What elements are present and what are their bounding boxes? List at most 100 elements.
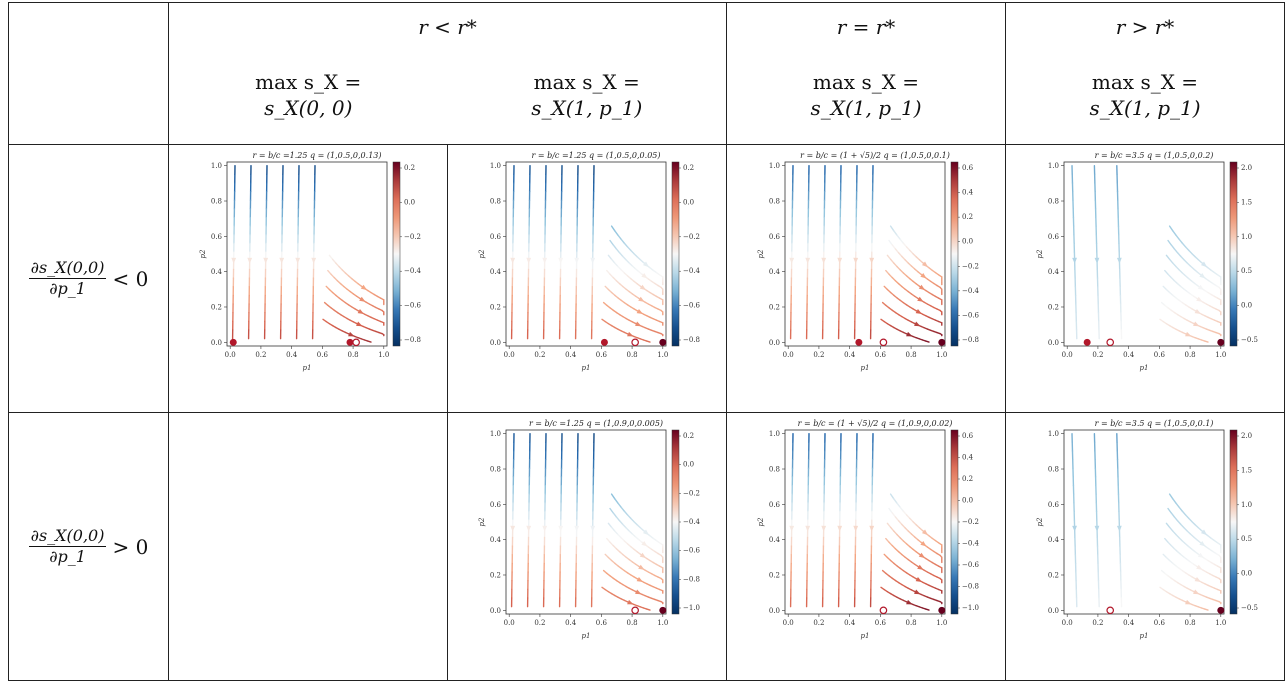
header-label-r-greater: r > r* xyxy=(1115,15,1175,39)
unstable-fixed-point xyxy=(352,338,360,346)
flow-arrow xyxy=(1197,284,1205,290)
flow-arrow xyxy=(918,552,926,558)
colorbar-tick-label: −0.4 xyxy=(404,267,422,275)
colorbar-tick-label: 0.5 xyxy=(1241,267,1252,275)
x-tick-label: 0.8 xyxy=(348,351,359,359)
y-tick-label: 0.6 xyxy=(769,500,781,508)
x-tick-label: 0.6 xyxy=(875,619,887,627)
flow-arrow xyxy=(1193,321,1200,326)
y-tick-label: 0.8 xyxy=(490,465,501,473)
x-tick-label: 0.8 xyxy=(627,351,638,359)
flow-arrow xyxy=(915,576,923,582)
y-tick-label: 0.6 xyxy=(490,500,502,508)
colorbar-tick-label: −0.8 xyxy=(962,582,979,590)
colorbar-tick-label: −0.2 xyxy=(404,232,421,240)
flow-arrow xyxy=(263,257,269,264)
flow-arrow xyxy=(356,321,363,326)
flow-arrow xyxy=(574,257,580,264)
flow-arrow xyxy=(920,272,927,279)
flow-arrow xyxy=(638,296,645,302)
colorbar-tick-label: −0.6 xyxy=(404,301,422,309)
header-sub-1: max s_X = s_X(0, 0) xyxy=(255,70,362,120)
x-tick-label: 0.2 xyxy=(255,351,266,359)
y-tick-label: 1.0 xyxy=(211,162,222,170)
x-axis-label: p1 xyxy=(1140,364,1149,372)
colorbar-tick-label: −0.8 xyxy=(962,336,979,344)
x-axis-label: p1 xyxy=(582,364,591,372)
unstable-fixed-point xyxy=(879,606,888,614)
header-sub-4: max s_X = s_X(1, p_1) xyxy=(1089,70,1201,120)
y-tick-label: 0.4 xyxy=(490,536,502,544)
streamlines xyxy=(1071,432,1225,614)
x-tick-label: 0.0 xyxy=(504,619,515,627)
stable-fixed-point xyxy=(659,338,667,346)
row-negative: ∂s_X(0,0) ∂p_1 < 0 r = b/c =1.25 q = (1,0.… xyxy=(8,144,1285,413)
flow-arrow xyxy=(636,576,644,582)
plot-title: r = b/c = (1 + √5)/2 q = (1,0.5,0,0.1) xyxy=(800,151,950,160)
x-tick-label: 1.0 xyxy=(657,351,668,359)
flow-arrow xyxy=(639,284,647,290)
flow-arrow xyxy=(542,525,548,532)
colorbar-tick-label: 0.6 xyxy=(962,432,974,440)
flow-arrow xyxy=(348,331,355,336)
colorbar-tick-label: 0.4 xyxy=(962,188,974,196)
flow-arrow xyxy=(837,525,843,532)
colorbar-tick-label: 0.0 xyxy=(962,496,973,504)
y-tick-label: 0.8 xyxy=(1048,197,1059,205)
y-tick-label: 0.0 xyxy=(490,338,501,346)
flow-arrow xyxy=(627,331,634,336)
flow-arrow xyxy=(359,296,366,302)
y-tick-label: 0.8 xyxy=(490,197,501,205)
flow-arrow xyxy=(590,257,596,264)
flow-arrow xyxy=(638,564,645,570)
streamlines xyxy=(229,164,385,346)
colorbar-tick-label: −0.5 xyxy=(1241,604,1258,612)
y-tick-label: 1.0 xyxy=(490,430,501,438)
x-tick-label: 0.2 xyxy=(534,351,545,359)
flow-arrow xyxy=(1072,525,1077,532)
x-tick-label: 0.6 xyxy=(317,351,329,359)
x-tick-label: 0.8 xyxy=(906,351,917,359)
x-axis-label: p1 xyxy=(1140,632,1149,640)
flow-arrow xyxy=(805,257,811,264)
x-tick-label: 0.6 xyxy=(596,351,608,359)
flow-arrow xyxy=(921,261,929,267)
x-tick-label: 0.6 xyxy=(596,619,608,627)
header-row: r < r* max s_X = s_X(0, 0) max s_X = s_X… xyxy=(8,2,1285,145)
colorbar-tick-label: −0.5 xyxy=(1241,336,1258,344)
y-tick-label: 0.0 xyxy=(1048,606,1059,614)
row-label-negative: ∂s_X(0,0) ∂p_1 < 0 xyxy=(8,144,169,413)
plot-frame xyxy=(1063,161,1225,346)
flow-arrow xyxy=(641,540,648,547)
flow-arrow xyxy=(510,525,516,532)
x-tick-label: 1.0 xyxy=(657,619,668,627)
flow-arrow xyxy=(1072,257,1077,264)
y-axis-label: p2 xyxy=(478,516,486,525)
y-axis-label: p2 xyxy=(757,248,765,257)
plot-title: r = b/c =1.25 q = (1,0.5,0,0.05) xyxy=(531,151,660,160)
plot-title: r = b/c =1.25 q = (1,0.5,0,0.13) xyxy=(252,151,381,160)
flow-arrow xyxy=(821,257,827,264)
plot-frame xyxy=(784,429,946,614)
colorbar-tick-label: −1.0 xyxy=(962,604,979,612)
y-tick-label: 1.0 xyxy=(490,162,501,170)
y-tick-label: 0.0 xyxy=(1048,338,1059,346)
colorbar xyxy=(950,161,959,346)
colorbar-tick-label: 0.2 xyxy=(962,213,973,221)
unstable-fixed-point xyxy=(1106,338,1115,346)
flow-arrow xyxy=(869,525,875,532)
colorbar-tick-label: −0.6 xyxy=(683,546,701,554)
plot-frame xyxy=(784,161,946,346)
y-tick-label: 0.4 xyxy=(1048,268,1060,276)
plot-title: r = b/c =3.5 q = (1,0.5,0,0.2) xyxy=(1095,151,1214,160)
flow-arrow xyxy=(821,525,827,532)
colorbar xyxy=(392,161,401,346)
plot-frame xyxy=(226,161,388,346)
x-tick-label: 0.0 xyxy=(504,351,515,359)
flow-arrow xyxy=(1094,525,1100,532)
stable-fixed-point xyxy=(659,606,667,614)
x-tick-label: 0.0 xyxy=(1062,619,1073,627)
stable-fixed-point xyxy=(855,338,863,346)
y-tick-label: 0.8 xyxy=(1048,465,1059,473)
x-tick-label: 0.8 xyxy=(627,619,638,627)
